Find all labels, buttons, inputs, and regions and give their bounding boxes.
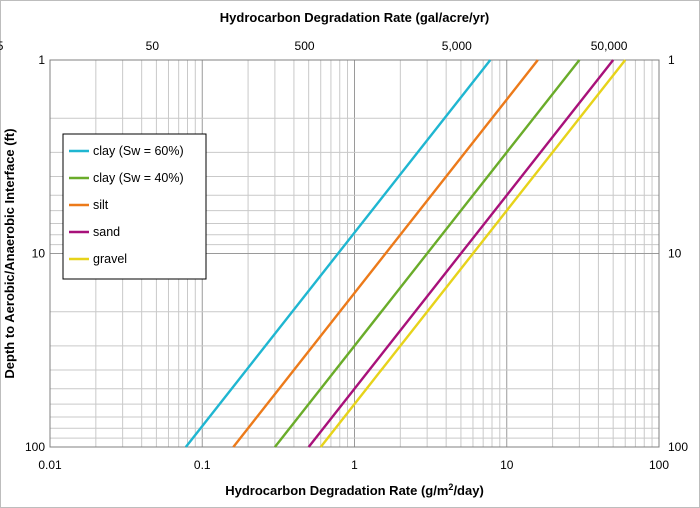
legend-label: clay (Sw = 60%) [93,144,184,158]
series-line-3 [307,59,615,448]
series-lines [184,59,627,448]
y-tick-label-right: 1 [668,53,675,67]
top-axis-title: Hydrocarbon Degradation Rate (gal/acre/y… [220,10,489,25]
legend-label: clay (Sw = 40%) [93,171,184,185]
legend-label: sand [93,225,120,239]
series-line-2 [232,59,539,448]
x-tick-label: 0.1 [194,458,211,472]
legend-box [62,133,207,280]
tick-labels: 0.01 0.1 1 10 100 5 50 500 5,000 50,000 1 1 10 10 100 1… [0,39,688,472]
y-tick-label-left: 10 [32,247,46,261]
left-axis-title: Depth to Aerobic/Anaerobic Interface (ft… [2,128,17,378]
x2-tick-label: 500 [295,39,315,53]
x2-tick-label: 50 [146,39,160,53]
series-line-0 [184,59,492,448]
y-tick-label-left: 100 [25,440,45,454]
x-tick-label: 10 [500,458,514,472]
x-tick-label: 1 [351,458,358,472]
x2-tick-label: 5,000 [442,39,472,53]
series-line-1 [273,59,581,448]
x-tick-label: 0.01 [38,458,62,472]
x2-tick-label: 5 [0,39,4,53]
bottom-axis-title: Hydrocarbon Degradation Rate (g/m2/day) [225,482,484,498]
series-line-4 [319,59,627,448]
y-tick-label-right: 10 [668,247,682,261]
x2-tick-label: 50,000 [591,39,628,53]
y-tick-label-right: 100 [668,440,688,454]
y-tick-label-left: 1 [38,53,45,67]
legend-label: silt [93,198,109,212]
legend: clay (Sw = 60%) clay (Sw = 40%) silt sand gr… [62,133,207,280]
plot-area [49,59,660,448]
x-tick-label: 100 [649,458,669,472]
legend-label: gravel [93,252,127,266]
